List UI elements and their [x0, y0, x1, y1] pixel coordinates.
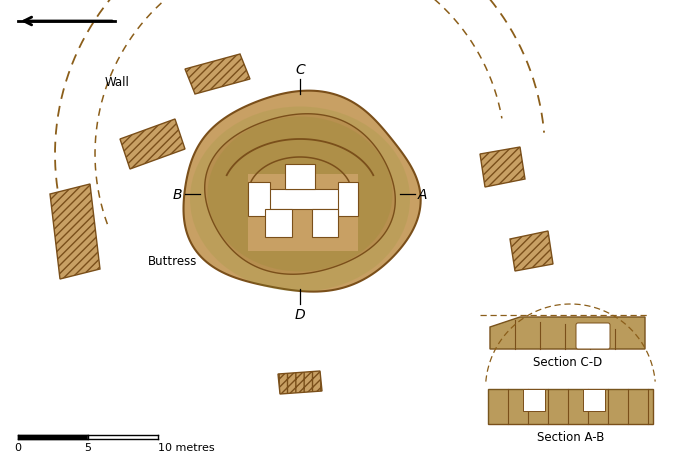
Polygon shape [185, 55, 250, 95]
Polygon shape [285, 165, 315, 190]
Polygon shape [480, 148, 525, 187]
Polygon shape [338, 182, 358, 217]
Text: Section A-B: Section A-B [537, 430, 604, 443]
Polygon shape [183, 91, 420, 292]
Text: Buttress: Buttress [148, 255, 197, 268]
Polygon shape [490, 317, 645, 349]
Text: C: C [295, 63, 305, 77]
Polygon shape [248, 175, 358, 252]
Polygon shape [510, 232, 553, 271]
Text: A: A [418, 187, 427, 202]
Text: Wall: Wall [105, 76, 130, 88]
Text: Section C-D: Section C-D [533, 355, 602, 368]
Polygon shape [248, 182, 270, 217]
Polygon shape [120, 120, 185, 170]
Polygon shape [265, 210, 292, 238]
Polygon shape [248, 190, 358, 210]
Polygon shape [523, 389, 545, 411]
Polygon shape [488, 389, 653, 424]
Text: D: D [295, 307, 306, 321]
Polygon shape [278, 371, 322, 394]
FancyBboxPatch shape [576, 324, 610, 349]
Polygon shape [490, 317, 645, 349]
Text: B: B [172, 187, 182, 202]
Polygon shape [205, 115, 395, 275]
Text: 5: 5 [84, 442, 91, 452]
Polygon shape [312, 210, 338, 238]
Text: 10 metres: 10 metres [158, 442, 214, 452]
Polygon shape [583, 389, 605, 411]
Ellipse shape [190, 107, 410, 292]
Ellipse shape [208, 117, 393, 272]
Text: 0: 0 [14, 442, 22, 452]
Polygon shape [50, 185, 100, 279]
Polygon shape [488, 389, 653, 424]
